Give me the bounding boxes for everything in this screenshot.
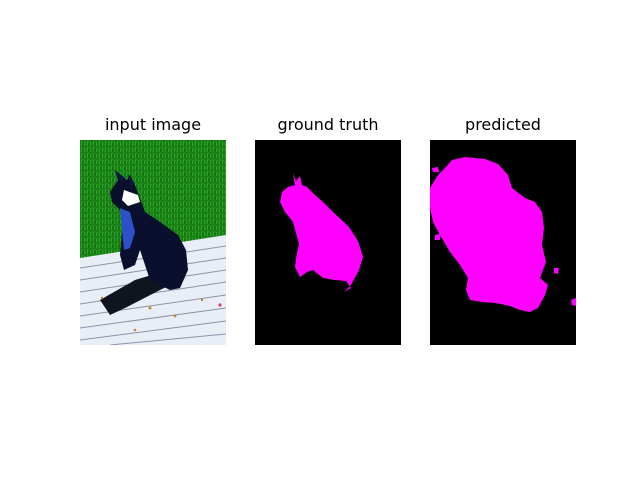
predicted-speck: [470, 284, 476, 290]
predicted-speck: [571, 298, 576, 306]
predicted-title: predicted: [465, 115, 541, 134]
dog-chest: [120, 208, 135, 250]
predicted-blob: [430, 157, 548, 312]
dog-mask-shape: [280, 173, 363, 292]
ground-truth-mask: [255, 140, 401, 345]
input-image: [80, 140, 226, 345]
input-image-title: input image: [104, 115, 202, 134]
predicted-speck: [432, 167, 439, 172]
leaves: [100, 296, 222, 332]
dog-ear: [115, 170, 125, 182]
ground-truth-title: ground truth: [277, 115, 379, 134]
dog-face: [122, 190, 140, 206]
dog-ear: [128, 174, 135, 186]
predicted-mask: [430, 140, 576, 345]
predicted-speck: [435, 234, 440, 240]
predicted-speck: [554, 268, 559, 274]
